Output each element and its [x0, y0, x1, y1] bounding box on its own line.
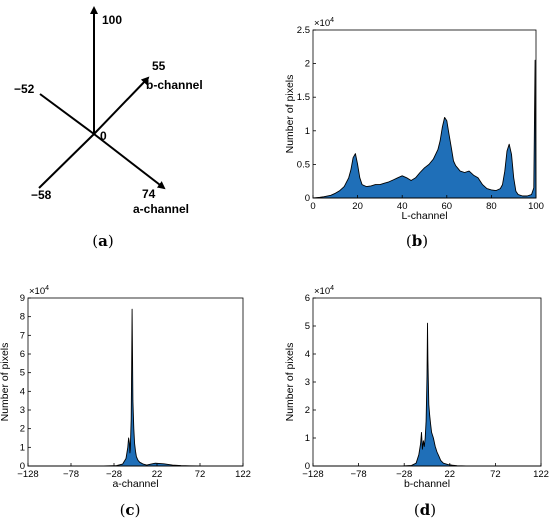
b-neg-line — [38, 133, 95, 189]
y-axis-label: Number of pixels — [284, 75, 296, 154]
caption-d: (d) — [414, 501, 436, 519]
y-axis-label: Number of pixels — [284, 343, 296, 422]
y-axis-label: Number of pixels — [0, 343, 11, 422]
caption-c-letter: c — [125, 501, 134, 519]
a-min-label: −52 — [14, 82, 35, 96]
y-tick-label: 4 — [305, 349, 310, 360]
svg-text:(b): (b) — [406, 232, 428, 250]
x-tick-label: −28 — [396, 469, 412, 480]
y-tick-label: 2 — [305, 59, 310, 70]
x-tick-label: 22 — [445, 469, 456, 480]
a-axis-line — [93, 133, 166, 190]
x-axis-label: a-channel — [112, 478, 158, 490]
svg-text:(d): (d) — [414, 501, 436, 519]
y-tick-label: 9 — [20, 293, 25, 304]
y-exponent-label: ×104 — [314, 285, 334, 297]
x-tick-label: 72 — [195, 469, 206, 480]
x-tick-label: 72 — [490, 469, 501, 480]
caption-b-letter: b — [412, 232, 423, 250]
y-tick-label: 1 — [305, 126, 310, 137]
x-tick-label: 122 — [533, 469, 549, 480]
a-neg-line — [39, 93, 95, 135]
b-min-label: −58 — [31, 188, 52, 202]
y-tick-label: 7 — [20, 330, 25, 341]
histogram-l-channel: 0 20 40 60 80 100 0 0.5 1 1.5 2 2.5 ×104 L-channel Num… — [284, 17, 544, 222]
y-tick-label: 0 — [20, 461, 25, 472]
y-tick-label: 0 — [305, 193, 310, 204]
y-exponent-label: ×104 — [314, 17, 334, 29]
x-axis-label: b-channel — [404, 478, 450, 490]
x-tick-label: 0 — [310, 201, 315, 212]
x-tick-label: 40 — [397, 201, 408, 212]
x-tick-label: 80 — [486, 201, 497, 212]
x-tick-label: −78 — [351, 469, 367, 480]
y-tick-label: 3 — [305, 377, 310, 388]
x-tick-label: −128 — [17, 469, 38, 480]
y-tick-label: 2 — [20, 424, 25, 435]
y-tick-label: 6 — [20, 349, 25, 360]
histogram-a-channel: −128 −78 −28 22 72 122 0 1 2 3 4 5 6 7 8 9 ×104 a-channel… — [0, 285, 251, 490]
y-tick-label: 1.5 — [297, 92, 310, 103]
caption-c: (c) — [120, 501, 141, 519]
histogram-b-channel: −128 −78 −28 22 72 122 0 1 2 3 4 5 6 ×104 b-channel Num… — [284, 285, 549, 490]
lab-diagram: 100 55 b-channel −52 0 −58 74 a-channel — [14, 6, 203, 216]
a-channel-label: a-channel — [133, 202, 189, 216]
y-tick-label: 0.5 — [297, 159, 310, 170]
y-tick-label: 8 — [20, 312, 25, 323]
y-tick-label: 1 — [20, 442, 25, 453]
y-tick-label: 6 — [305, 293, 310, 304]
x-tick-label: 20 — [352, 201, 363, 212]
x-axis-label: L-channel — [401, 210, 447, 222]
y-exponent-label: ×104 — [29, 285, 49, 297]
caption-d-letter: d — [420, 501, 431, 519]
y-tick-label: 2.5 — [297, 25, 310, 36]
x-tick-label: −78 — [63, 469, 79, 480]
plot-frame — [27, 297, 244, 467]
y-tick-label: 1 — [305, 433, 310, 444]
b-channel-label: b-channel — [146, 78, 203, 92]
x-tick-label: 22 — [152, 469, 163, 480]
caption-b: (b) — [406, 232, 428, 250]
x-tick-label: 60 — [442, 201, 453, 212]
histogram-area — [27, 308, 244, 467]
b-max-label: 55 — [152, 59, 166, 73]
y-tick-label: 0 — [305, 461, 310, 472]
histogram-area — [312, 59, 537, 199]
caption-a: (a) — [92, 232, 113, 250]
svg-text:(a): (a) — [92, 232, 113, 250]
y-tick-label: 5 — [20, 368, 25, 379]
caption-a-letter: a — [98, 232, 108, 250]
y-tick-label: 4 — [20, 386, 25, 397]
x-tick-label: −28 — [106, 469, 122, 480]
origin-label: 0 — [100, 129, 107, 143]
y-tick-label: 2 — [305, 405, 310, 416]
x-tick-label: 100 — [528, 201, 544, 212]
a-max-label: 74 — [142, 187, 156, 201]
y-tick-label: 3 — [20, 405, 25, 416]
y-tick-label: 5 — [305, 321, 310, 332]
histogram-area — [312, 322, 542, 467]
l-max-label: 100 — [102, 13, 122, 27]
x-tick-label: 122 — [235, 469, 251, 480]
svg-text:(c): (c) — [120, 501, 141, 519]
b-axis-line — [93, 76, 150, 135]
plot-frame — [312, 29, 537, 199]
x-tick-label: −128 — [302, 469, 323, 480]
